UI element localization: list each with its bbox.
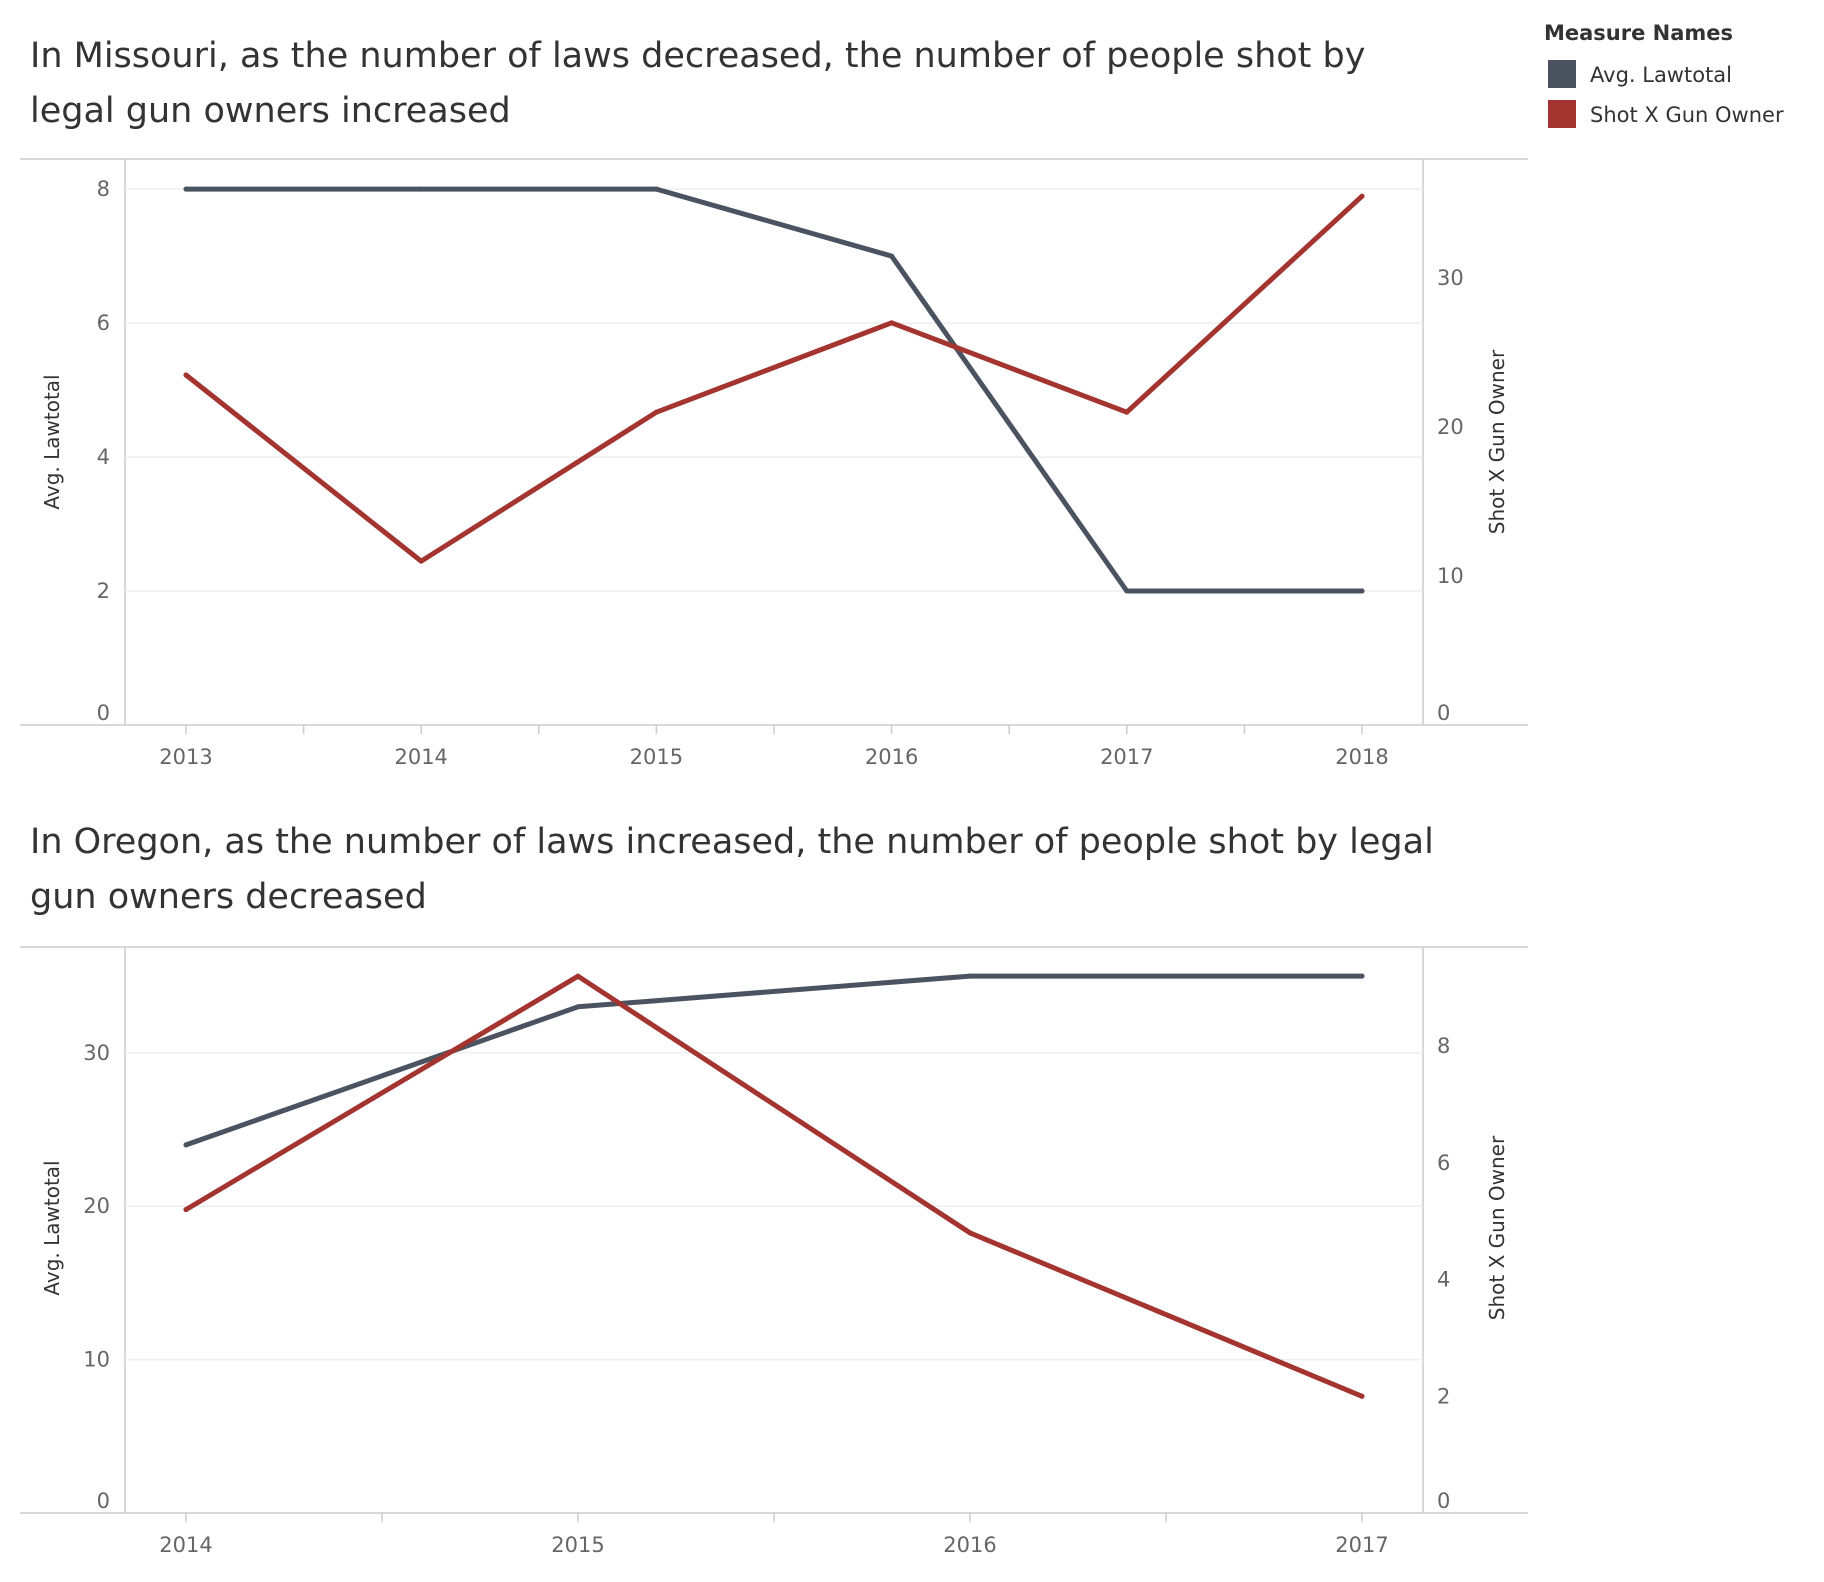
oregon-series-lines xyxy=(183,973,1365,1399)
legend: Measure Names Avg. Lawtotal Shot X Gun O… xyxy=(1544,21,1784,128)
missouri-shot-gun-owner-line-point xyxy=(1359,193,1365,199)
missouri-right-axis-title: Shot X Gun Owner xyxy=(1485,349,1509,534)
missouri-left-tick-label: 8 xyxy=(97,177,110,201)
missouri-right-tick-label: 30 xyxy=(1437,266,1464,290)
oregon-shot-gun-owner-line-point xyxy=(1359,1393,1365,1399)
oregon-right-tick-label: 0 xyxy=(1437,1489,1450,1513)
missouri-left-axis-title: Avg. Lawtotal xyxy=(40,374,64,509)
missouri-right-tick-label: 0 xyxy=(1437,701,1450,725)
missouri-x-ticks: 2013 2014 2015 2016 2017 2018 xyxy=(159,745,1388,769)
oregon-chart-title-line1: In Oregon, as the number of laws increas… xyxy=(30,822,1434,862)
missouri-shot-gun-owner-line-point xyxy=(183,372,189,378)
oregon-x-minor-ticks xyxy=(185,1513,1363,1522)
missouri-x-minor-ticks xyxy=(185,725,1363,734)
oregon-chart-title-line2: gun owners decreased xyxy=(30,877,427,917)
legend-title: Measure Names xyxy=(1544,21,1733,45)
missouri-left-tick-label: 6 xyxy=(97,311,110,335)
missouri-lawtotal-line xyxy=(183,186,1365,594)
missouri-chart: In Missouri, as the number of laws decre… xyxy=(20,36,1528,769)
missouri-right-ticks: 0 10 20 30 xyxy=(1437,266,1464,725)
missouri-x-tick-label: 2013 xyxy=(159,745,212,769)
legend-label-shot[interactable]: Shot X Gun Owner xyxy=(1590,103,1784,127)
oregon-left-axis-title: Avg. Lawtotal xyxy=(40,1160,64,1295)
missouri-shot-gun-owner-line-point xyxy=(653,409,659,415)
missouri-left-ticks: 0 2 4 6 8 xyxy=(97,177,110,725)
oregon-right-tick-label: 8 xyxy=(1437,1034,1450,1058)
missouri-x-tick-label: 2016 xyxy=(865,745,918,769)
oregon-left-ticks: 0 10 20 30 xyxy=(83,1041,110,1513)
missouri-left-tick-label: 0 xyxy=(97,701,110,725)
oregon-right-ticks: 0 2 4 6 8 xyxy=(1437,1034,1450,1513)
oregon-shot-gun-owner-line-point xyxy=(575,973,581,979)
missouri-right-tick-label: 10 xyxy=(1437,564,1464,588)
oregon-lawtotal-line-point xyxy=(1359,973,1365,979)
oregon-x-tick-label: 2016 xyxy=(943,1533,996,1557)
oregon-gridlines xyxy=(125,1052,1423,1361)
oregon-x-tick-label: 2017 xyxy=(1335,1533,1388,1557)
legend-label-lawtotal[interactable]: Avg. Lawtotal xyxy=(1590,63,1732,87)
oregon-right-tick-label: 2 xyxy=(1437,1384,1450,1408)
oregon-right-axis-title: Shot X Gun Owner xyxy=(1485,1135,1509,1320)
oregon-shot-gun-owner-line xyxy=(183,973,1365,1399)
missouri-series-lines xyxy=(183,186,1365,594)
missouri-left-tick-label: 4 xyxy=(97,445,110,469)
oregon-right-tick-label: 4 xyxy=(1437,1268,1450,1292)
oregon-right-tick-label: 6 xyxy=(1437,1151,1450,1175)
oregon-lawtotal-line-point xyxy=(967,973,973,979)
oregon-left-tick-label: 30 xyxy=(83,1041,110,1065)
missouri-lawtotal-line-point xyxy=(1124,588,1130,594)
missouri-chart-title-line1: In Missouri, as the number of laws decre… xyxy=(30,36,1365,76)
legend-swatch-shot xyxy=(1548,100,1576,128)
missouri-chart-title-line2: legal gun owners increased xyxy=(30,91,511,131)
oregon-lawtotal-line xyxy=(183,973,1365,1148)
oregon-chart: In Oregon, as the number of laws increas… xyxy=(20,822,1528,1557)
oregon-left-tick-label: 10 xyxy=(83,1348,110,1372)
oregon-left-tick-label: 0 xyxy=(97,1489,110,1513)
oregon-x-ticks: 2014 2015 2016 2017 xyxy=(159,1533,1388,1557)
missouri-x-tick-label: 2018 xyxy=(1335,745,1388,769)
missouri-lawtotal-line-point xyxy=(653,186,659,192)
missouri-gridlines xyxy=(125,188,1423,592)
legend-swatch-lawtotal xyxy=(1548,60,1576,88)
oregon-x-tick-label: 2015 xyxy=(551,1533,604,1557)
oregon-x-tick-label: 2014 xyxy=(159,1533,212,1557)
oregon-shot-gun-owner-line-point xyxy=(967,1230,973,1236)
missouri-left-tick-label: 2 xyxy=(97,579,110,603)
missouri-right-tick-label: 20 xyxy=(1437,415,1464,439)
oregon-lawtotal-line-point xyxy=(575,1004,581,1010)
missouri-shot-gun-owner-line-point xyxy=(889,320,895,326)
oregon-lawtotal-line-point xyxy=(183,1142,189,1148)
oregon-shot-gun-owner-line-point xyxy=(183,1207,189,1213)
missouri-lawtotal-line-point xyxy=(418,186,424,192)
missouri-x-tick-label: 2014 xyxy=(394,745,447,769)
missouri-shot-gun-owner-line-point xyxy=(418,558,424,564)
missouri-x-tick-label: 2015 xyxy=(630,745,683,769)
missouri-x-tick-label: 2017 xyxy=(1100,745,1153,769)
missouri-shot-gun-owner-line xyxy=(183,193,1365,564)
missouri-lawtotal-line-point xyxy=(183,186,189,192)
oregon-left-tick-label: 20 xyxy=(83,1194,110,1218)
missouri-lawtotal-line-point xyxy=(1359,588,1365,594)
missouri-shot-gun-owner-line-point xyxy=(1124,409,1130,415)
missouri-lawtotal-line-point xyxy=(889,253,895,259)
